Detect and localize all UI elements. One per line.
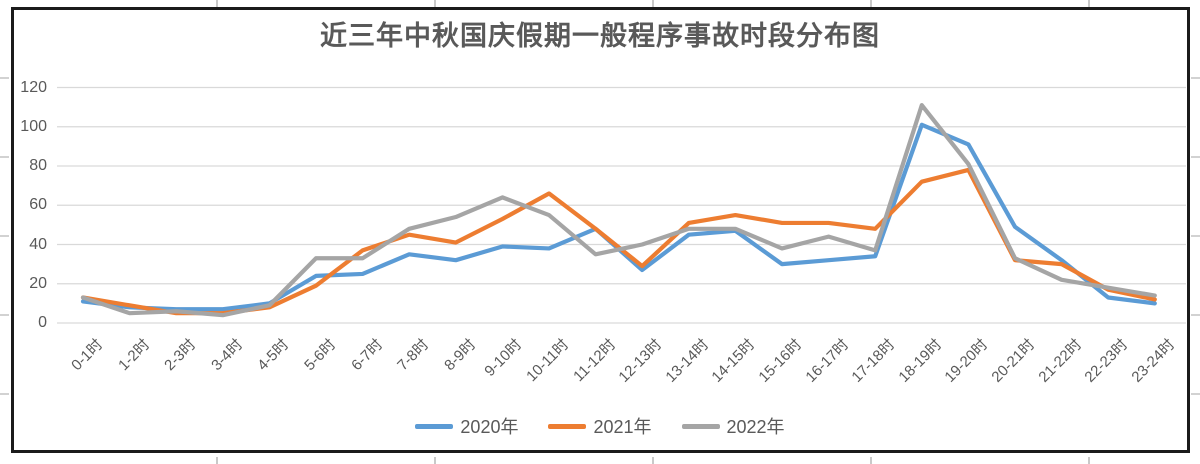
y-axis-tick-label: 20 [29, 274, 47, 292]
legend-line-swatch [681, 423, 720, 429]
legend-label: 2022年 [726, 417, 785, 437]
spreadsheet-gridline-stubs-right [1191, 0, 1200, 464]
legend-label: 2021年 [593, 417, 652, 437]
chart-title: 近三年中秋国庆假期一般程序事故时段分布图 [320, 21, 880, 51]
legend-label: 2020年 [460, 417, 519, 437]
legend-item-2021年[interactable]: 2021年 [548, 413, 652, 439]
spreadsheet-gridline-stubs-top [0, 0, 1200, 7]
y-axis-tick-label: 0 [38, 314, 47, 331]
y-axis-tick-label: 60 [29, 196, 47, 214]
y-axis-tick-label: 40 [29, 235, 47, 253]
legend-line-swatch [415, 423, 454, 429]
y-axis-tick-label: 80 [29, 157, 47, 174]
legend-item-2022年[interactable]: 2022年 [681, 413, 785, 439]
spreadsheet-gridline-stubs-left [0, 0, 9, 464]
spreadsheet-gridline-stubs-bottom [0, 457, 1200, 464]
y-axis-tick-label: 100 [20, 117, 47, 135]
legend-line-swatch [548, 423, 587, 429]
y-axis-tick-label: 120 [20, 78, 47, 96]
chart-legend[interactable]: 2020年 2021年 2022年 [0, 413, 1200, 439]
legend-item-2020年[interactable]: 2020年 [415, 413, 518, 439]
